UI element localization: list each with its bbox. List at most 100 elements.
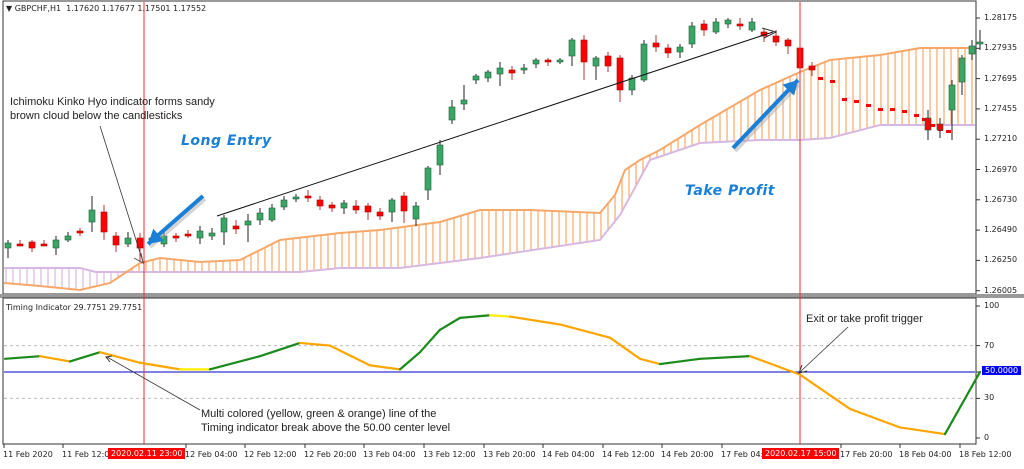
time-tick-label: 12 Feb 20:00 <box>304 450 357 459</box>
ichimoku-annotation: Ichimoku Kinko Hyo indicator forms sandy… <box>10 95 215 123</box>
bull-candle <box>208 232 216 237</box>
timing-line-segment <box>418 328 442 354</box>
timing-line-segment <box>398 351 422 371</box>
price-tick-label: 1.26005 <box>984 285 1018 295</box>
bull-candle <box>88 209 96 223</box>
timing-line-segment <box>488 314 512 318</box>
timing-line-segment <box>208 355 262 371</box>
bull-candle <box>976 41 984 45</box>
bear-candle <box>930 124 935 127</box>
long-entry-arrow-icon-head-icon <box>148 228 164 244</box>
time-tick-label: 12 Feb 12:00 <box>244 450 297 459</box>
bear-candle <box>854 100 859 103</box>
bull-candle <box>676 46 684 53</box>
timing-tick-label: 100 <box>984 301 1000 310</box>
price-tick-label: 1.26250 <box>984 255 1018 265</box>
bear-candle <box>772 35 780 43</box>
timing-line-segment <box>368 364 402 371</box>
multi-colored-annotation-line1: Multi colored (yellow, green & orange) l… <box>201 408 437 420</box>
bear-candle <box>16 243 24 247</box>
timing-line-segment <box>458 314 492 319</box>
dropdown-triangle-icon[interactable]: ▼ <box>6 4 13 13</box>
bear-candle <box>316 199 324 207</box>
timing-line-segment <box>98 351 142 364</box>
take-profit-label: Take Profit <box>685 183 775 199</box>
time-tick-label: 13 Feb 20:00 <box>483 450 536 459</box>
price-tick-label: 1.26970 <box>984 164 1018 174</box>
bear-candle <box>604 55 612 67</box>
bear-candle <box>946 130 951 133</box>
pane-splitter[interactable] <box>0 294 1024 298</box>
vline-tag-entry: 2020.02.11 23:00 <box>108 448 186 459</box>
timing-line-segment <box>68 351 102 363</box>
timing-line-segment <box>558 323 612 339</box>
cloud-lower-line <box>4 124 975 273</box>
time-tick-label: 14 Feb 12:00 <box>602 450 655 459</box>
price-tick-label: 1.26490 <box>984 225 1018 235</box>
bull-candle <box>244 220 252 226</box>
timing-line-segment <box>698 355 752 360</box>
bear-candle <box>232 225 240 230</box>
timing-tick-label: 30 <box>984 393 995 403</box>
bear-candle <box>890 108 895 111</box>
multi-colored-annotation-line2: Timing indicator break above the 50.00 c… <box>201 422 451 434</box>
bull-candle <box>958 57 966 83</box>
bear-candle <box>172 235 180 239</box>
bear-candle <box>878 108 883 111</box>
bear-candle <box>376 211 384 217</box>
ichimoku-annotation-line1: Ichimoku Kinko Hyo indicator forms sandy <box>10 96 215 108</box>
price-tick-label: 1.26730 <box>984 194 1018 204</box>
bull-candle <box>640 43 648 81</box>
timing-tick-label: 70 <box>984 340 995 350</box>
time-tick-label: 13 Feb 04:00 <box>363 450 416 459</box>
take-profit-arrow-icon-shadow <box>733 81 802 153</box>
bear-candle <box>936 123 944 131</box>
bull-candle <box>424 167 432 191</box>
multicolor-pointer-line <box>106 356 201 411</box>
time-tick-label: 11 Feb 12:00 <box>62 450 115 459</box>
bear-candle <box>664 47 672 54</box>
price-tick-label: 1.27935 <box>984 43 1018 53</box>
bull-candle <box>280 199 288 208</box>
timing-line-segment <box>3 355 42 360</box>
bull-candle <box>496 67 504 75</box>
bull-candle <box>4 242 12 249</box>
bear-candle <box>830 80 835 83</box>
timing-line-segment <box>258 341 302 358</box>
bull-candle <box>712 21 720 33</box>
bear-candle <box>922 118 927 121</box>
take-profit-arrow-icon-head-icon <box>782 80 798 96</box>
bull-candle <box>484 71 492 79</box>
bull-candle <box>196 230 204 239</box>
price-tick-label: 1.28175 <box>984 13 1018 22</box>
bear-candle <box>700 23 708 31</box>
timing-line-segment <box>898 426 947 436</box>
bear-candle <box>400 195 408 212</box>
bear-candle <box>100 211 108 233</box>
bear-candle <box>184 233 192 237</box>
bull-candle <box>532 59 540 65</box>
bull-candle <box>556 59 564 63</box>
bull-candle <box>460 99 468 105</box>
timing-line-segment <box>943 370 982 436</box>
time-tick-label: 18 Feb 04:00 <box>899 450 952 459</box>
bull-candle <box>948 84 956 111</box>
bear-candle <box>28 241 36 249</box>
vline-tag-exit: 2020.02.17 15:00 <box>762 448 840 459</box>
timing-tick-label: 0 <box>984 433 990 442</box>
bull-candle <box>412 205 420 220</box>
bear-candle <box>866 104 871 107</box>
bull-candle <box>436 144 444 166</box>
bear-candle <box>76 230 84 234</box>
bear-candle <box>304 195 312 199</box>
bull-candle <box>220 217 228 233</box>
ichimoku-annotation-line2: brown cloud below the candlesticks <box>10 110 183 122</box>
exit-pointer-line <box>799 326 849 373</box>
time-tick-label: 17 Feb 04:00 <box>721 450 774 459</box>
timing-tick-label: 50.0000 <box>982 366 1022 375</box>
price-tick-label: 1.27210 <box>984 134 1018 144</box>
bull-candle <box>268 207 276 221</box>
bull-candle <box>52 239 60 249</box>
